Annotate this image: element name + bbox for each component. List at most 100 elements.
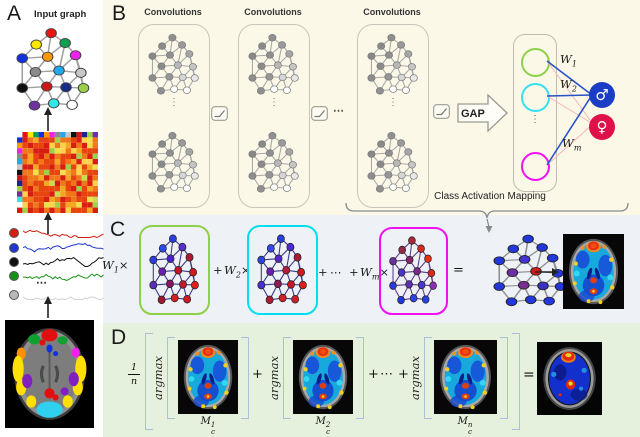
- brain-atlas-image: [5, 320, 94, 428]
- d-equals: =: [523, 367, 535, 383]
- panel-d-label: D: [111, 326, 127, 349]
- m2-base: M: [315, 416, 326, 427]
- m2-sup: 2: [325, 421, 331, 429]
- w2-sub: 2: [571, 84, 577, 94]
- feature-dots: ⋮: [530, 114, 540, 125]
- feature-node-magenta: [521, 152, 550, 181]
- c-w1-times: ×: [118, 258, 129, 272]
- brain-cam-image-m1: [178, 340, 238, 414]
- cam-box-magenta: [379, 227, 448, 315]
- inner-bracket-left-2: [283, 337, 291, 419]
- c-w2-base: W: [224, 263, 236, 277]
- conv-ellipsis: ⋯: [333, 105, 344, 117]
- cam-graph-1: [149, 234, 199, 305]
- cam-brace: [345, 202, 629, 233]
- class-weight-lines: [546, 60, 594, 166]
- c-equals: =: [453, 263, 464, 278]
- frac-numerator: 1: [130, 362, 138, 373]
- fraction-bar: [128, 374, 140, 375]
- input-graph-title: Input graph: [34, 9, 87, 20]
- argmax-label-3: argmax: [408, 356, 422, 400]
- c-plus-1: +: [213, 263, 223, 277]
- m2-sub: c: [326, 428, 331, 436]
- outer-bracket-left: [145, 333, 153, 430]
- c-term-w2: W2×: [224, 263, 251, 279]
- conv-block-2: ⋮: [238, 24, 310, 208]
- mn-base: M: [457, 416, 468, 427]
- inner-bracket-right-1: [241, 337, 249, 419]
- female-symbol: ♀: [596, 118, 608, 136]
- c-w2-sub: 2: [235, 270, 241, 280]
- c-cdots: ⋯: [330, 265, 342, 279]
- weight-label-w1: W1: [560, 52, 577, 68]
- inner-bracket-right-2: [356, 337, 364, 419]
- w1-sub: 1: [571, 59, 577, 69]
- d-cdots: ⋯: [380, 367, 393, 382]
- gap-arrow: GAP: [457, 93, 508, 133]
- relu-activation-icon: [211, 106, 228, 121]
- c-plus-3: +: [349, 265, 359, 279]
- panel-c-label: C: [110, 218, 126, 241]
- plus-sign: +: [213, 263, 223, 277]
- mn-sup: n: [467, 421, 473, 429]
- c-wm-times: ×: [379, 265, 390, 279]
- brain-cam-image-m2: [293, 340, 353, 414]
- stack-dots: ⋮: [169, 97, 179, 108]
- c-plus-2: +: [318, 265, 328, 279]
- inner-bracket-right-3: [500, 337, 508, 419]
- up-arrow-1: [44, 107, 52, 131]
- relu-activation-icon: [433, 104, 450, 119]
- panel-b-label: B: [112, 2, 127, 25]
- gap-label: GAP: [461, 108, 485, 120]
- conv-graph: [248, 34, 299, 95]
- mn-sub: c: [468, 428, 473, 436]
- m1-base: M: [200, 416, 211, 427]
- conv-block-1: ⋮: [138, 24, 210, 208]
- c-wm-base: W: [360, 265, 372, 279]
- male-symbol: ♂: [595, 86, 609, 104]
- up-arrow-3: [44, 296, 52, 318]
- relu-activation-icon: [311, 106, 328, 121]
- cam-box-cyan: [247, 225, 318, 315]
- conv-block-3: ⋮: [357, 24, 429, 208]
- connectivity-matrix: [17, 132, 98, 213]
- cdots: ⋯: [330, 265, 342, 279]
- conv-label-1: Convolutions: [144, 7, 202, 17]
- gap-output-layer: [513, 34, 557, 192]
- stack-dots: ⋮: [388, 97, 398, 108]
- weight-label-wm: Wm: [562, 136, 581, 152]
- c-term-wm: Wm×: [360, 265, 389, 281]
- c-w2-times: ×: [240, 263, 251, 277]
- argmax-label-1: argmax: [151, 356, 165, 400]
- m1-sub: c: [211, 428, 216, 436]
- panel-a-label: A: [7, 2, 22, 25]
- m1-sup: 1: [210, 421, 216, 429]
- c-wm-sub: m: [371, 272, 380, 282]
- inner-bracket-left-1: [167, 337, 175, 419]
- cam-graph-m: [389, 236, 437, 305]
- right-arrow: [535, 268, 559, 276]
- conv-graph: [148, 132, 199, 193]
- wm-sub: m: [573, 143, 582, 153]
- c-w1-base: W: [102, 258, 114, 272]
- brain-result-image: [537, 342, 602, 415]
- stack-dots: ⋮: [269, 97, 279, 108]
- argmax-label-2: argmax: [267, 356, 281, 400]
- conv-label-2: Convolutions: [244, 7, 302, 17]
- brain-cam-image-c: [563, 234, 624, 309]
- conv-graph: [367, 132, 418, 193]
- c-w1-sub: 1: [113, 265, 119, 275]
- cam-graph-2: [257, 234, 307, 305]
- plus-sign: +: [349, 265, 359, 279]
- plus-sign: +: [318, 265, 328, 279]
- wm-base: W: [562, 136, 574, 150]
- frac-denominator: n: [130, 376, 138, 387]
- outer-bracket-right: [512, 333, 520, 430]
- result-cam-graph: [493, 234, 567, 307]
- male-class-node: ♂: [589, 82, 615, 108]
- w2-base: W: [560, 77, 572, 91]
- up-arrow-2: [44, 212, 52, 234]
- c-term-w1: W1×: [102, 258, 129, 274]
